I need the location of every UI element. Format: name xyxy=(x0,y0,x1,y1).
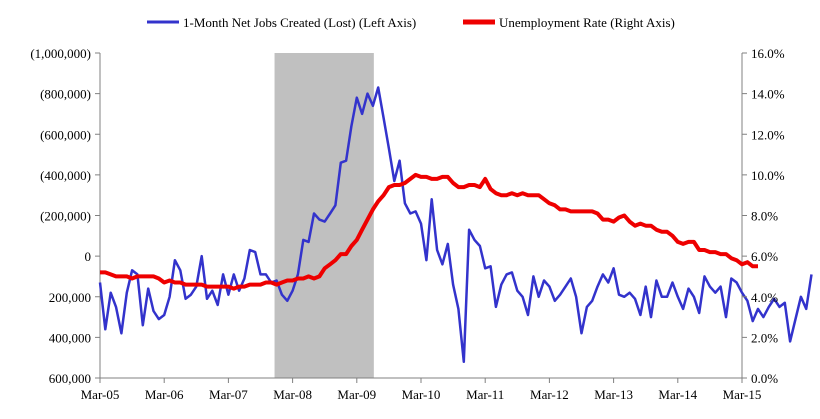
right-tick-label: 14.0% xyxy=(751,87,785,102)
left-tick-label: (200,000) xyxy=(40,209,91,224)
x-tick-label: Mar-10 xyxy=(402,387,441,402)
legend-label-unemployment: Unemployment Rate (Right Axis) xyxy=(499,15,675,30)
left-tick-label: 600,000 xyxy=(49,371,91,386)
series-line-unemployment xyxy=(100,172,758,291)
right-tick-label: 8.0% xyxy=(751,209,778,224)
left-tick-label: 400,000 xyxy=(49,330,91,345)
right-tick-label: 10.0% xyxy=(751,168,785,183)
left-tick-label: 200,000 xyxy=(49,290,91,305)
x-tick-label: Mar-15 xyxy=(723,387,762,402)
x-tick-label: Mar-07 xyxy=(209,387,248,402)
recession-shade xyxy=(274,53,374,378)
left-tick-label: (1,000,000) xyxy=(30,46,91,61)
x-tick-label: Mar-14 xyxy=(658,387,697,402)
x-tick-label: Mar-12 xyxy=(530,387,569,402)
left-tick-label: (800,000) xyxy=(40,87,91,102)
x-tick-label: Mar-13 xyxy=(594,387,633,402)
x-tick-label: Mar-08 xyxy=(273,387,312,402)
x-tick-label: Mar-06 xyxy=(145,387,184,402)
right-tick-label: 2.0% xyxy=(751,330,778,345)
left-tick-label: (400,000) xyxy=(40,168,91,183)
left-tick-label: 0 xyxy=(85,249,92,264)
right-tick-label: 0.0% xyxy=(751,371,778,386)
legend-label-jobs: 1-Month Net Jobs Created (Lost) (Left Ax… xyxy=(183,15,416,30)
right-tick-label: 6.0% xyxy=(751,249,778,264)
x-tick-label: Mar-11 xyxy=(466,387,504,402)
right-tick-label: 4.0% xyxy=(751,290,778,305)
x-tick-label: Mar-05 xyxy=(81,387,120,402)
series-line-jobs xyxy=(98,86,813,364)
x-tick-label: Mar-09 xyxy=(337,387,376,402)
left-tick-label: (600,000) xyxy=(40,127,91,142)
right-tick-label: 16.0% xyxy=(751,46,785,61)
right-tick-label: 12.0% xyxy=(751,127,785,142)
